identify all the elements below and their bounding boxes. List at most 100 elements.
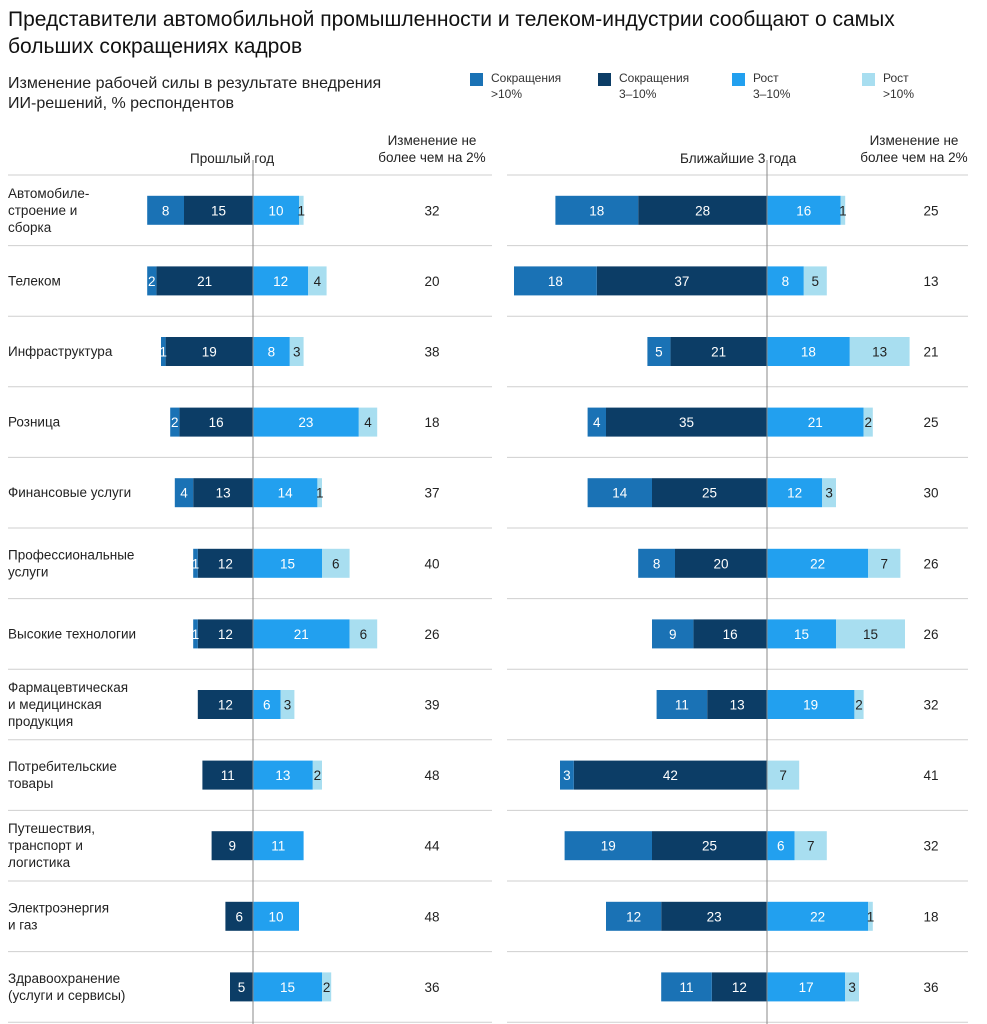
future-stable-value: 26 — [923, 556, 938, 571]
future-bar-label: 7 — [881, 556, 889, 571]
past-bar-decrease_3_10 — [202, 760, 253, 790]
future-bar-label: 6 — [777, 839, 785, 854]
past-bar-increase_over_10 — [280, 690, 295, 719]
row-label: сборка — [8, 220, 52, 235]
past-bar-label: 1 — [298, 203, 306, 218]
future-bar-label: 35 — [679, 415, 694, 430]
past-bar-label: 1 — [316, 486, 324, 501]
past-bar-label: 8 — [162, 203, 170, 218]
past-bar-decrease_3_10 — [193, 478, 253, 508]
future-stable-value: 18 — [923, 909, 938, 924]
past-bar-label: 2 — [148, 274, 156, 289]
future-bar-label: 25 — [702, 839, 717, 854]
legend-label: Рост — [883, 71, 909, 85]
past-bar-label: 15 — [211, 203, 226, 218]
future-bar-increase_3_10 — [767, 972, 846, 1002]
past-bar-label: 15 — [280, 556, 295, 571]
past-bar-increase_over_10 — [349, 619, 378, 649]
future-bar-decrease_over_10 — [587, 478, 652, 508]
past-bar-decrease_3_10 — [197, 548, 253, 578]
past-bar-label: 11 — [271, 839, 285, 854]
future-bar-label: 18 — [548, 274, 563, 289]
row-label: Инфраструктура — [8, 344, 113, 359]
future-bar-label: 21 — [808, 415, 823, 430]
past-bar-label: 6 — [360, 627, 368, 642]
future-stable-value: 32 — [923, 698, 938, 713]
future-bar-decrease_over_10 — [606, 901, 662, 931]
past-bar-increase_3_10 — [253, 690, 281, 719]
future-bar-label: 42 — [663, 768, 678, 783]
past-bar-label: 8 — [268, 345, 276, 360]
future-bar-increase_3_10 — [767, 901, 869, 931]
future-bar-decrease_over_10 — [661, 972, 712, 1002]
legend-label: Сокращения — [619, 71, 690, 85]
future-bar-label: 5 — [812, 274, 820, 289]
row-label: транспорт и — [8, 838, 83, 853]
past-bar-increase_over_10 — [322, 972, 332, 1002]
past-stable-header-line: более чем на 2% — [378, 150, 486, 165]
future-bar-label: 4 — [593, 415, 601, 430]
past-bar-decrease_over_10 — [161, 337, 166, 366]
future-bar-decrease_3_10 — [606, 407, 767, 437]
past-bar-increase_3_10 — [253, 972, 322, 1002]
past-bar-label: 10 — [268, 909, 283, 924]
future-bar-label: 3 — [825, 486, 833, 501]
row-label: и газ — [8, 917, 37, 932]
future-bar-label: 28 — [695, 203, 710, 218]
future-bar-increase_3_10 — [767, 266, 804, 296]
past-bar-label: 19 — [202, 345, 217, 360]
past-bar-label: 2 — [314, 768, 322, 783]
past-bar-decrease_3_10 — [211, 831, 253, 861]
past-bar-increase_3_10 — [253, 195, 299, 225]
past-bar-label: 3 — [284, 698, 292, 713]
past-stable-value: 44 — [424, 839, 440, 854]
future-bar-decrease_3_10 — [670, 337, 767, 366]
future-bar-label: 25 — [702, 486, 717, 501]
future-bar-label: 17 — [799, 980, 814, 995]
legend-swatch — [862, 73, 875, 86]
past-bar-label: 2 — [323, 980, 331, 995]
row-label: Финансовые услуги — [8, 485, 131, 500]
future-bar-increase_over_10 — [849, 337, 910, 366]
future-bar-label: 22 — [810, 909, 825, 924]
row-label: Профессиональные — [8, 547, 134, 562]
future-bar-decrease_over_10 — [560, 760, 574, 790]
past-bar-label: 6 — [235, 909, 243, 924]
row-label: Высокие технологии — [8, 626, 136, 641]
past-bar-label: 12 — [218, 698, 233, 713]
past-bar-label: 1 — [160, 345, 168, 360]
past-bar-decrease_over_10 — [193, 548, 198, 578]
future-bar-increase_over_10 — [854, 690, 864, 719]
past-stable-value: 38 — [424, 345, 439, 360]
future-bar-decrease_over_10 — [514, 266, 597, 296]
row-label: (услуги и сервисы) — [8, 988, 125, 1003]
past-bar-increase_over_10 — [358, 407, 378, 437]
past-bar-increase_3_10 — [253, 901, 299, 931]
legend-label: 3–10% — [619, 87, 657, 101]
row-label: Фармацевтическая — [8, 680, 128, 695]
row-label: и медицинская — [8, 697, 102, 712]
past-bar-increase_3_10 — [253, 478, 318, 508]
legend-item-decrease-3-10: Сокращения 3–10% — [598, 70, 689, 102]
future-stable-value: 30 — [923, 486, 938, 501]
row-label: товары — [8, 776, 53, 791]
legend-label: Рост — [753, 71, 779, 85]
legend-label: >10% — [491, 87, 523, 101]
future-bar-decrease_over_10 — [587, 407, 606, 437]
legend-label: >10% — [883, 87, 915, 101]
future-bar-increase_over_10 — [868, 901, 873, 931]
future-bar-label: 23 — [707, 909, 722, 924]
past-bar-decrease_over_10 — [147, 266, 157, 296]
future-bar-increase_over_10 — [767, 760, 800, 790]
future-bar-increase_3_10 — [767, 690, 855, 719]
past-bar-label: 4 — [314, 274, 322, 289]
past-bar-increase_3_10 — [253, 266, 309, 296]
past-bar-increase_3_10 — [253, 337, 290, 366]
past-stable-value: 20 — [424, 274, 439, 289]
past-bar-decrease_3_10 — [184, 195, 253, 225]
past-bar-increase_over_10 — [299, 195, 304, 225]
past-bar-decrease_over_10 — [170, 407, 180, 437]
past-stable-value: 48 — [424, 768, 439, 783]
past-bar-label: 13 — [275, 768, 290, 783]
